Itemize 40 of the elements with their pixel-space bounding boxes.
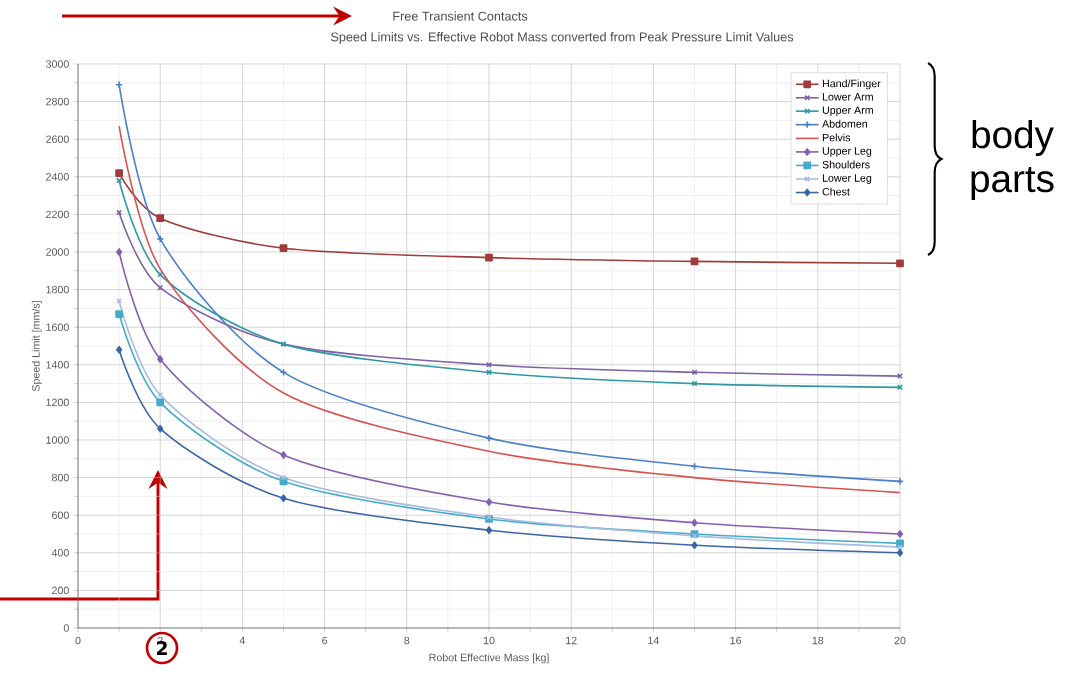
legend-label: Abdomen: [822, 119, 868, 128]
y-tick-label: 2800: [46, 97, 69, 106]
y-tick-label: 2200: [46, 210, 69, 219]
legend-label: Lower Leg: [822, 174, 872, 184]
legend-label: Pelvis: [822, 133, 851, 142]
x-tick-label: 10: [483, 636, 495, 645]
chart-title: Free Transient Contacts: [393, 11, 528, 21]
y-tick-label: 1600: [46, 323, 69, 331]
x-tick-label: 20: [894, 636, 906, 645]
y-tick-label: 1400: [46, 361, 69, 369]
x-tick-label: 8: [404, 636, 410, 645]
y-tick-label: 200: [52, 586, 69, 595]
x-tick-label: 4: [239, 636, 246, 645]
y-tick-label: 600: [52, 511, 69, 519]
x-tick-label: 6: [322, 636, 328, 645]
x-tick-label: 16: [730, 636, 742, 645]
y-tick-label: 0: [63, 624, 69, 632]
x-tick-label: 18: [812, 636, 824, 645]
y-tick-label: 1200: [46, 398, 69, 407]
y-tick-label: 3000: [45, 60, 69, 68]
y-tick-label: 2400: [46, 173, 69, 181]
legend-label: Hand/Finger: [822, 79, 881, 90]
y-tick-label: 800: [51, 473, 69, 482]
x-axis-title: Robot Effective Mass [kg]: [429, 653, 549, 664]
x-tick-label: 14: [648, 636, 660, 645]
y-tick-label: 1000: [46, 436, 69, 444]
x-tick-label: 0: [75, 636, 81, 645]
y-tick-label: 1800: [46, 285, 69, 294]
y-axis-title: Speed Limit [mm/s]: [31, 301, 42, 392]
text: body parts: [971, 119, 1054, 201]
y-tick-label: 2600: [46, 135, 69, 143]
legend-label: Lower Arm: [822, 93, 873, 101]
legend-label: Shoulders: [822, 160, 870, 169]
legend-label: Upper Leg: [822, 147, 872, 157]
x-tick-label: 12: [566, 636, 577, 645]
legend-label: Upper Arm: [822, 106, 873, 117]
y-tick-label: 2000: [46, 248, 69, 256]
y-tick-label: 400: [51, 549, 69, 557]
chart-subtitle: Speed Limits vs. Effective Robot Mass converted from Peak Pressure Limit Values: [330, 32, 794, 44]
legend-label: Chest: [822, 187, 850, 196]
